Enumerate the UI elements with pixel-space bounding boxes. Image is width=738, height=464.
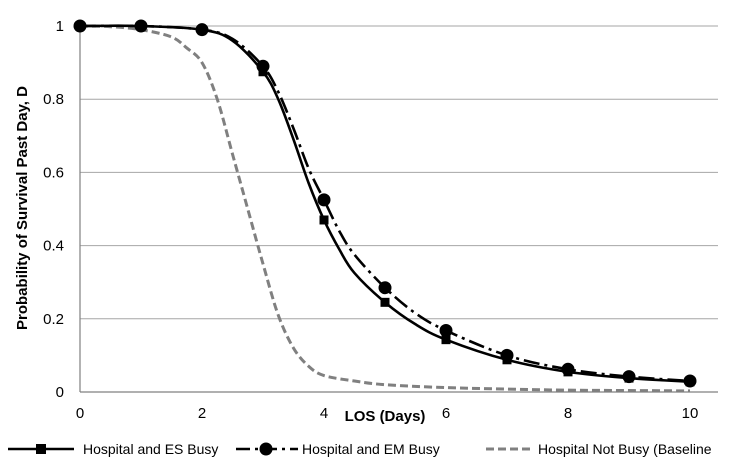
legend-es-busy-square-marker	[36, 444, 46, 454]
series-0-marker-4	[319, 215, 329, 225]
x-tick-label-3: 6	[442, 405, 450, 422]
series-line-2	[79, 24, 691, 393]
y-tick-label-1: 0.2	[43, 311, 64, 328]
y-axis-title: Probability of Survival Past Day, D	[14, 86, 31, 330]
axes	[79, 22, 718, 393]
series-1-marker-2	[195, 23, 209, 37]
series-1-marker-7	[500, 348, 514, 362]
legend-not-busy-label: Hospital Not Busy (Baseline	[538, 441, 712, 457]
series-1-marker-10	[683, 374, 697, 388]
legend-em-busy-label: Hospital and EM Busy	[302, 441, 440, 457]
tick-labels: 00.20.40.60.810 2 4 6 8 10	[43, 18, 698, 422]
series-1-marker-3	[256, 59, 270, 73]
series-line-0	[79, 24, 691, 384]
y-tick-label-3: 0.6	[43, 164, 64, 181]
legend: Hospital and ES Busy Hospital and EM Bus…	[8, 441, 712, 457]
series-0-marker-6	[441, 335, 451, 345]
series-1-marker-0	[73, 19, 87, 33]
series-1-marker-8	[561, 362, 575, 376]
y-tick-label-0: 0	[56, 384, 64, 401]
series-1-marker-5	[378, 281, 392, 295]
x-tick-label-0: 0	[76, 405, 84, 422]
legend-item-es-busy: Hospital and ES Busy	[8, 441, 218, 457]
y-tick-label-2: 0.4	[43, 238, 64, 255]
series-lines	[79, 24, 691, 393]
series-markers	[73, 19, 697, 388]
series-1-marker-4	[317, 193, 331, 207]
legend-es-busy-label: Hospital and ES Busy	[83, 441, 218, 457]
series-1-marker-9	[622, 370, 636, 384]
gridlines	[80, 25, 718, 320]
series-1-marker-1	[134, 19, 148, 33]
x-axis-title: LOS (Days)	[345, 408, 426, 425]
y-tick-label-4: 0.8	[43, 91, 64, 108]
x-tick-label-4: 8	[564, 405, 572, 422]
legend-item-not-busy: Hospital Not Busy (Baseline	[486, 441, 712, 457]
legend-item-em-busy: Hospital and EM Busy	[236, 441, 440, 457]
series-0-marker-5	[380, 297, 390, 307]
x-tick-label-2: 4	[320, 405, 328, 422]
y-tick-label-5: 1	[56, 18, 64, 35]
series-1-marker-6	[439, 324, 453, 338]
legend-em-busy-circle-marker	[259, 442, 273, 456]
x-tick-label-1: 2	[198, 405, 206, 422]
series-line-1	[79, 24, 691, 383]
x-tick-label-5: 10	[682, 405, 699, 422]
